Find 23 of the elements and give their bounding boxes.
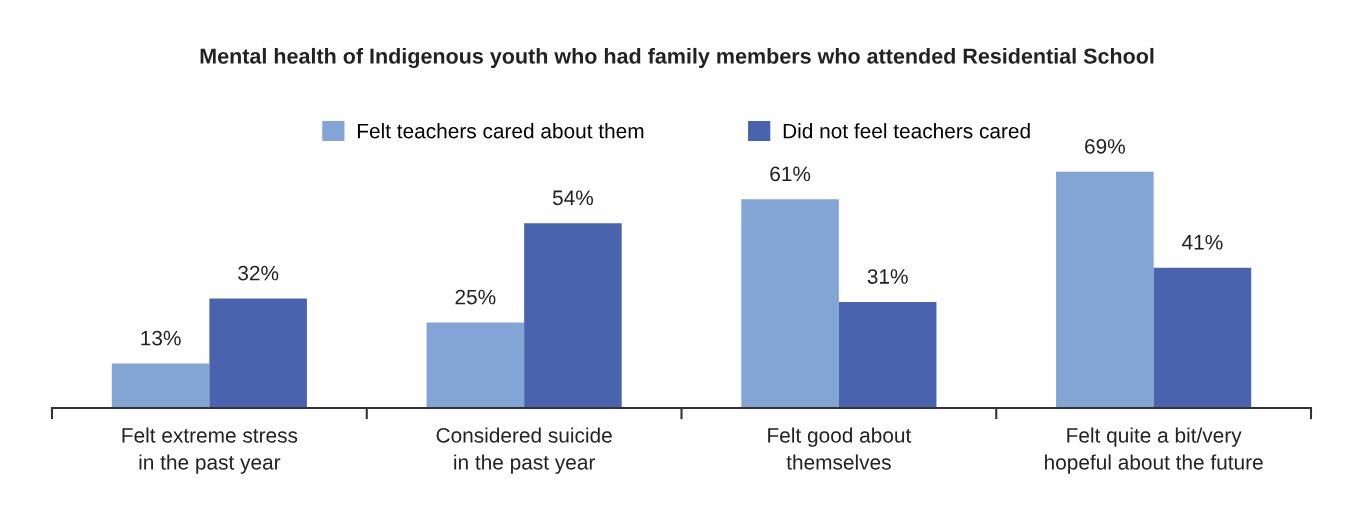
data-label: 61% — [770, 166, 811, 182]
data-label: 32% — [238, 265, 279, 281]
data-label: 31% — [867, 269, 908, 284]
data-label: 25% — [455, 289, 496, 305]
bar — [524, 223, 622, 408]
data-label: 69% — [1085, 139, 1125, 154]
bar — [426, 322, 525, 408]
bar — [741, 199, 839, 408]
data-label: 54% — [552, 190, 594, 206]
data-label: 41% — [1182, 234, 1223, 250]
bar — [111, 363, 210, 408]
legend-label: Did not feel teachers cared — [783, 123, 1030, 139]
bar — [209, 298, 307, 408]
legend-label: Felt teachers cared about them — [357, 123, 644, 139]
bar — [1056, 171, 1154, 408]
data-label: 13% — [141, 330, 181, 346]
bar — [838, 301, 937, 408]
chart-title: Mental health of Indigenous youth who had family members who attended Residential School — [200, 47, 1154, 69]
x-tick-label: Felt good about themselves — [768, 427, 912, 470]
x-tick-label: Considered suicide in the past year — [436, 427, 612, 474]
bar — [1153, 267, 1252, 408]
x-tick-label: Felt quite a bit/very hopeful about the future — [1045, 427, 1263, 474]
x-tick-label: Felt extreme stress in the past year — [122, 427, 298, 474]
